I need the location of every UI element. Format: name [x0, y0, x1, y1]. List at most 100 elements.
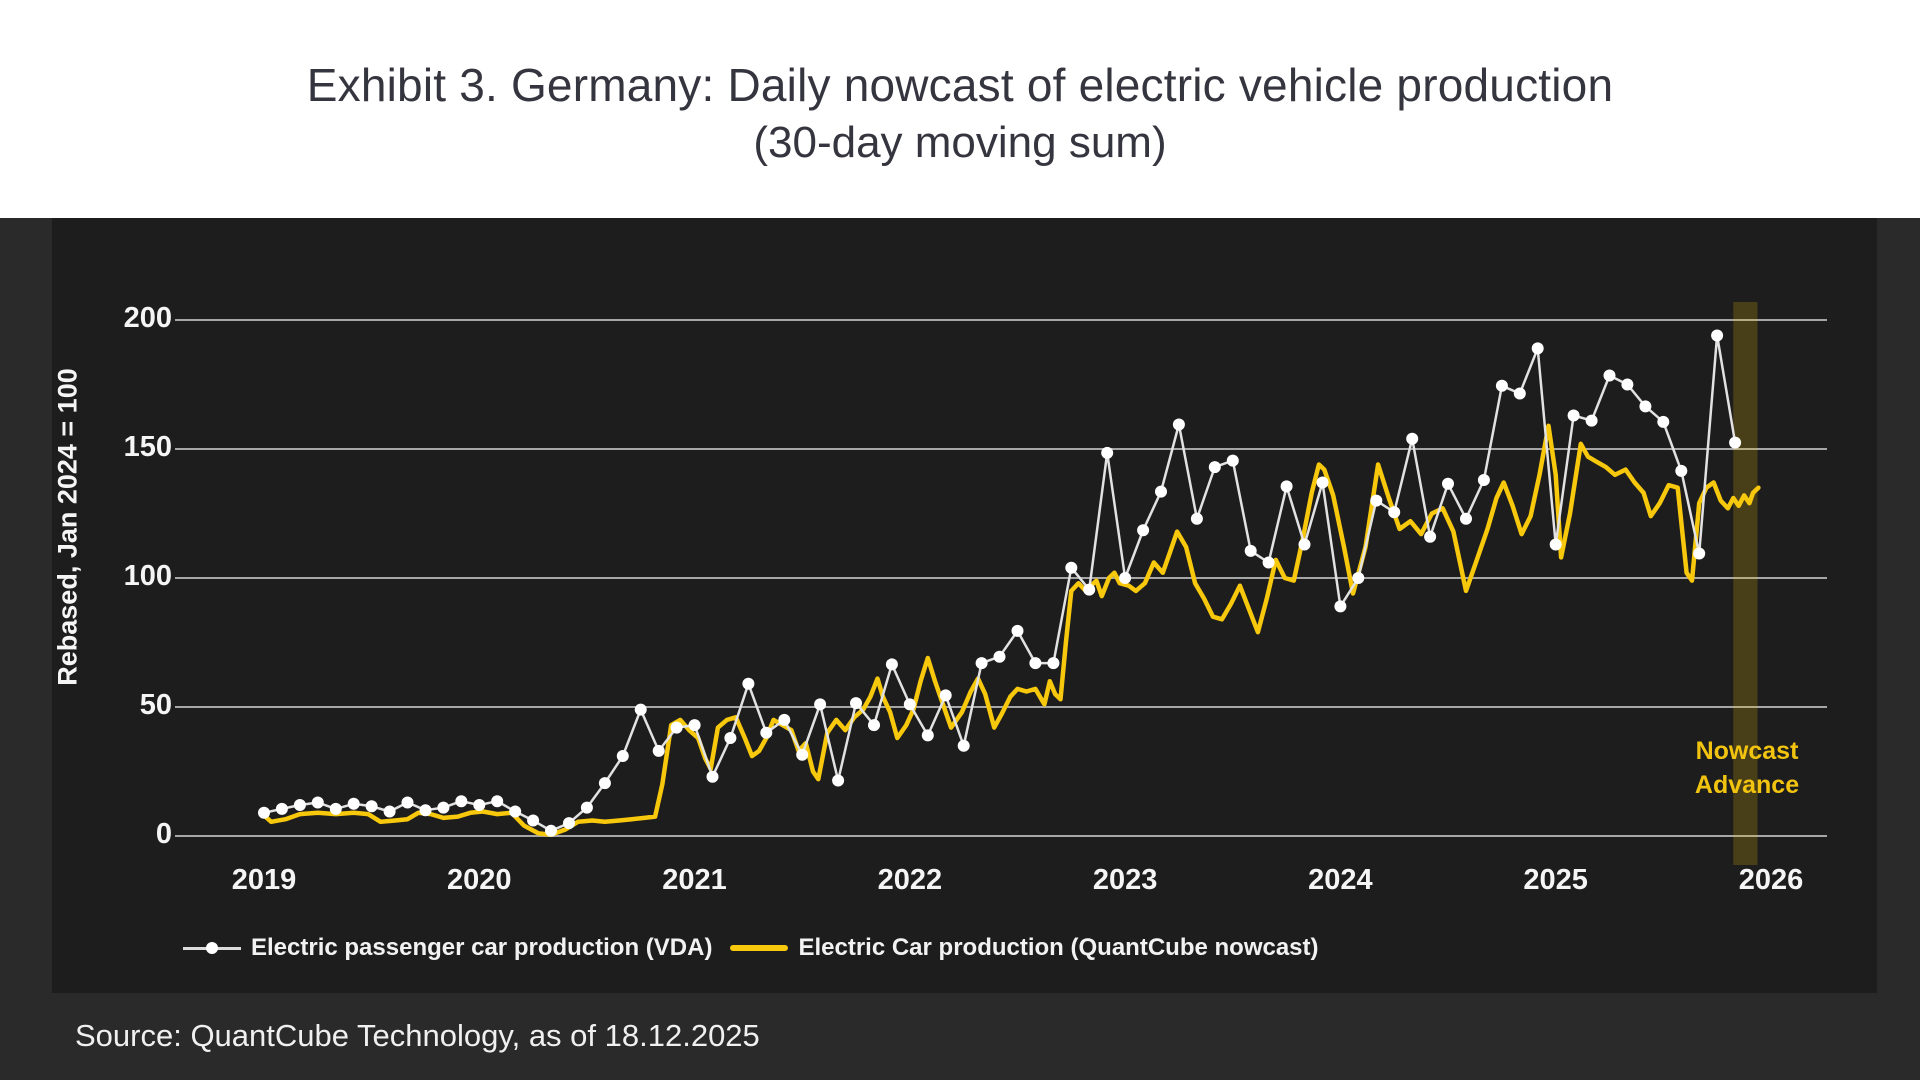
- vda-data-point: [868, 719, 880, 732]
- vda-data-point: [1226, 454, 1239, 467]
- vda-data-point: [652, 744, 665, 757]
- vda-data-point: [796, 748, 809, 761]
- vda-data-point: [1693, 547, 1706, 560]
- vda-data-point: [1639, 400, 1652, 413]
- y-axis-title: Rebased, Jan 2024 = 100: [52, 368, 83, 686]
- vda-data-point: [778, 713, 791, 726]
- vda-data-point: [939, 689, 952, 702]
- legend-item-vda: Electric passenger car production (VDA): [183, 934, 712, 962]
- x-tick-label-2024: 2024: [1308, 864, 1373, 896]
- plot-panel: [52, 218, 1877, 993]
- line-chart: [175, 302, 1827, 865]
- vda-data-point: [1729, 436, 1742, 449]
- vda-data-point: [545, 824, 557, 837]
- legend-label-nowcast: Electric Car production (QuantCube nowca…: [798, 934, 1319, 961]
- vda-data-point: [670, 721, 683, 734]
- vda-data-point: [850, 697, 862, 710]
- vda-data-point: [258, 806, 270, 819]
- vda-data-point: [311, 796, 324, 809]
- vda-data-point: [1208, 461, 1221, 474]
- vda-data-point: [1011, 624, 1024, 637]
- vda-data-point: [1155, 485, 1167, 498]
- chart-header: Exhibit 3. Germany: Daily nowcast of ele…: [0, 0, 1920, 218]
- x-tick-label-2026: 2026: [1738, 864, 1804, 896]
- vda-data-point: [383, 805, 396, 818]
- vda-data-point: [598, 777, 611, 790]
- vda-data-point: [329, 802, 342, 815]
- vda-data-point: [1083, 583, 1096, 596]
- vda-data-point: [1585, 414, 1598, 427]
- vda-data-point: [1711, 329, 1724, 342]
- vda-data-point: [885, 658, 898, 671]
- vda-data-point: [401, 796, 414, 809]
- vda-data-point: [706, 770, 719, 783]
- vda-data-point: [527, 814, 540, 827]
- vda-data-point: [742, 677, 755, 690]
- vda-data-point: [903, 698, 916, 711]
- y-tick-label-150: 150: [123, 431, 172, 463]
- vda-data-point: [509, 805, 522, 818]
- vda-data-point: [1352, 572, 1365, 584]
- nowcast-line-marker-icon: [730, 945, 789, 951]
- vda-data-point: [275, 802, 288, 815]
- vda-data-point: [1495, 379, 1508, 392]
- vda-data-point: [832, 774, 845, 787]
- vda-data-point: [760, 726, 773, 739]
- vda-data-point: [1513, 387, 1526, 400]
- x-tick-label-2022: 2022: [877, 864, 943, 896]
- vda-data-point: [1567, 409, 1580, 422]
- vda-data-point: [1603, 369, 1616, 382]
- vda-data-point: [1334, 600, 1347, 613]
- vda-data-point: [814, 698, 827, 711]
- vda-data-point: [347, 797, 360, 810]
- vda-data-point: [419, 804, 432, 817]
- vda-data-point: [1029, 657, 1042, 670]
- y-tick-label-50: 50: [139, 689, 172, 721]
- vda-data-point: [563, 817, 575, 830]
- vda-data-point: [1477, 474, 1490, 486]
- vda-data-point: [1047, 657, 1060, 670]
- vda-data-point: [293, 799, 306, 811]
- vda-data-point: [1244, 544, 1257, 557]
- vda-data-point: [975, 657, 988, 670]
- vda-data-point: [1424, 530, 1437, 543]
- page-title: Exhibit 3. Germany: Daily nowcast of ele…: [306, 59, 1614, 111]
- legend-item-nowcast: Electric Car production (QuantCube nowca…: [730, 934, 1319, 962]
- y-tick-label-100: 100: [123, 560, 172, 592]
- vda-data-point: [1388, 506, 1401, 519]
- nowcast-advance-band: [1733, 302, 1758, 865]
- vda-data-point: [1280, 480, 1293, 493]
- x-tick-label-2021: 2021: [662, 864, 727, 896]
- x-tick-label-2019: 2019: [231, 864, 297, 896]
- vda-series-line: [263, 334, 1737, 833]
- vda-line-marker-icon: [183, 941, 241, 955]
- page-subtitle: (30-day moving sum): [753, 118, 1167, 167]
- vda-data-point: [957, 739, 970, 752]
- vda-data-point: [1675, 464, 1688, 477]
- vda-data-point: [1137, 524, 1150, 537]
- vda-data-point: [437, 801, 450, 814]
- x-tick-label-2025: 2025: [1523, 864, 1588, 896]
- y-tick-label-200: 200: [123, 302, 172, 334]
- nowcast-advance-annotation: Nowcast Advance: [1694, 737, 1800, 799]
- vda-data-point: [1298, 538, 1311, 551]
- vda-data-point: [1370, 494, 1383, 507]
- vda-data-point: [473, 799, 486, 811]
- legend: Electric passenger car production (VDA) …: [183, 934, 1319, 962]
- vda-data-point: [1316, 476, 1329, 489]
- vda-data-point: [580, 801, 593, 814]
- x-tick-label-2023: 2023: [1092, 864, 1158, 896]
- vda-data-point: [1657, 415, 1670, 428]
- vda-data-point: [993, 650, 1006, 663]
- vda-data-point: [1621, 378, 1634, 391]
- vda-data-point: [634, 703, 647, 716]
- legend-label-vda: Electric passenger car production (VDA): [251, 934, 713, 961]
- vda-data-point: [1172, 418, 1185, 431]
- vda-data-point: [921, 729, 934, 742]
- vda-data-point: [1119, 572, 1132, 584]
- source-note: Source: QuantCube Technology, as of 18.1…: [75, 1018, 760, 1053]
- vda-data-point: [365, 800, 378, 813]
- vda-data-point: [455, 795, 468, 808]
- vda-data-point: [1065, 561, 1078, 574]
